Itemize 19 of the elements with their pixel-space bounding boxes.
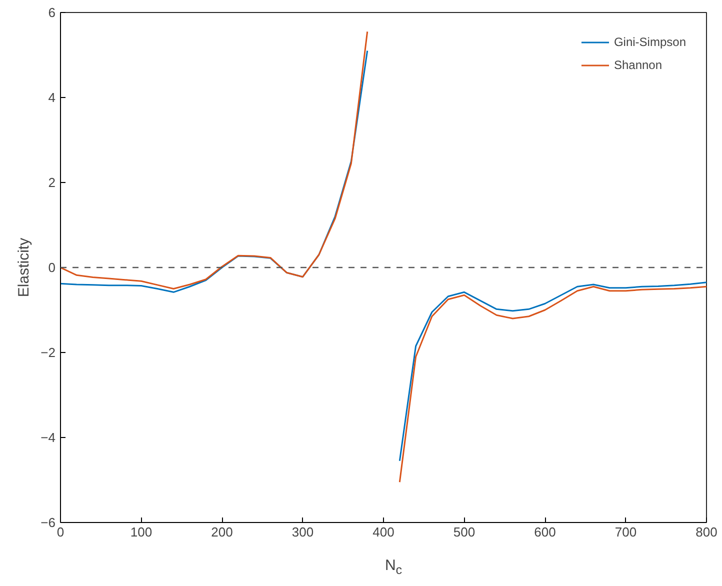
x-tick-label: 500 <box>453 524 476 540</box>
y-tick-label: 4 <box>48 90 56 105</box>
y-axis-title: Elasticity <box>16 237 33 298</box>
x-axis-title: N$_{c}$ <box>384 556 402 579</box>
x-tick-label: 100 <box>130 524 152 540</box>
y-tick-label: −4 <box>40 430 56 445</box>
y-tick-label: 6 <box>48 5 56 20</box>
y-tick-label: −6 <box>40 515 56 530</box>
legend-label: Shannon <box>614 58 662 72</box>
x-tick-label: 300 <box>292 524 314 540</box>
y-tick-label: 0 <box>48 260 56 275</box>
y-tick-label: 2 <box>48 175 56 190</box>
x-tick-label: 200 <box>211 524 233 540</box>
y-tick-label: −2 <box>40 345 56 360</box>
x-tick-label: 800 <box>696 524 718 540</box>
legend-label: Gini-Simpson <box>614 35 686 49</box>
x-tick-label: 400 <box>372 524 394 540</box>
x-tick-label: 600 <box>534 524 556 540</box>
x-tick-label: 700 <box>614 524 637 540</box>
